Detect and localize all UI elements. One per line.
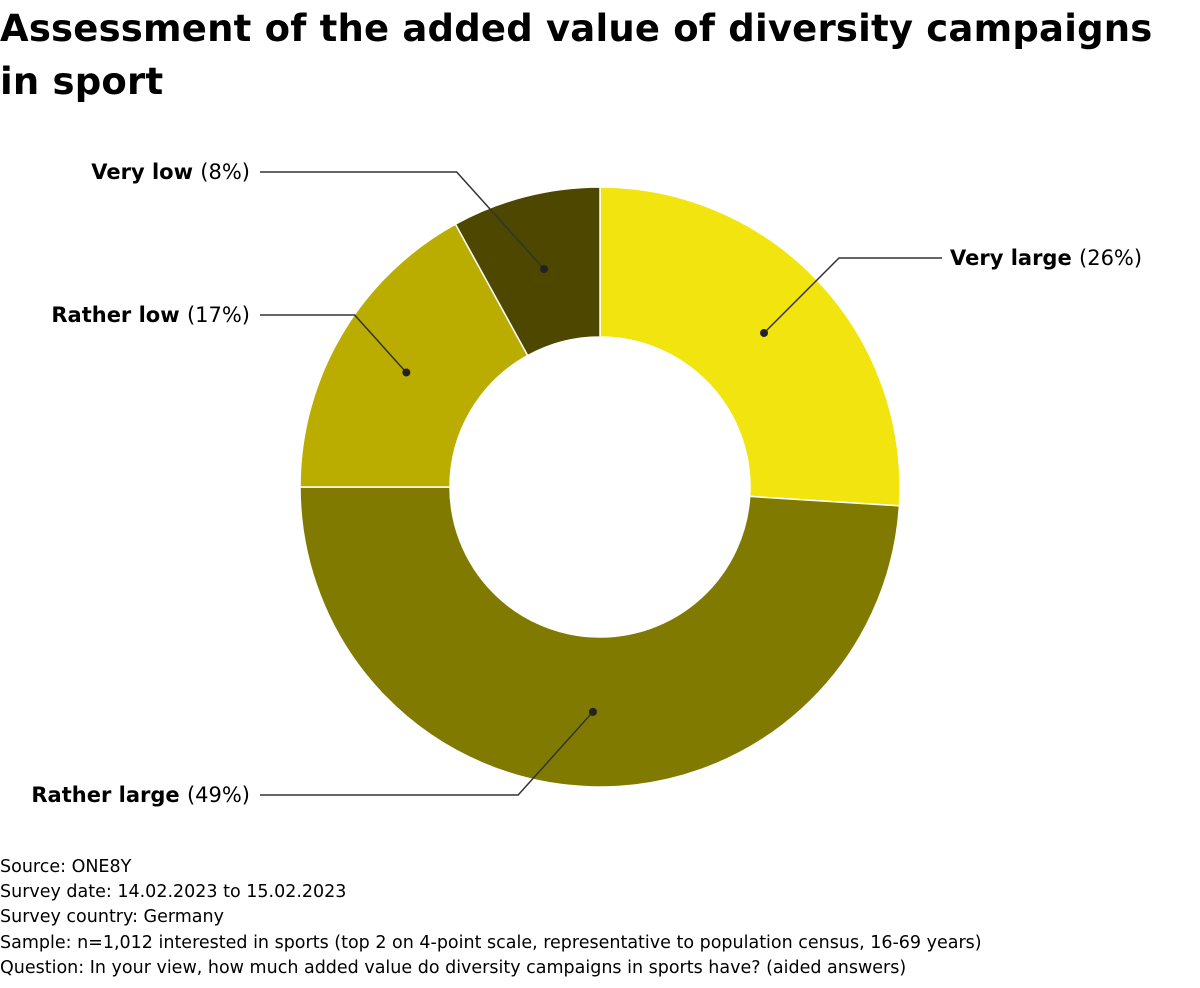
slice-very-large	[599, 186, 901, 507]
slice-rather-low	[299, 223, 529, 488]
slice-label-value: (8%)	[200, 160, 250, 184]
leader-dot-rather-large	[588, 707, 597, 716]
leader-line-very-low	[260, 171, 545, 270]
slices-group	[299, 186, 901, 788]
survey-date-note: Survey date: 14.02.2023 to 15.02.2023	[0, 882, 347, 903]
slice-very-low	[454, 186, 601, 357]
slice-label-name: Rather low	[51, 303, 187, 327]
donut-chart: Very large (26%)Rather large (49%)Rather…	[31, 160, 1142, 807]
slice-label-very-large: Very large (26%)	[950, 246, 1142, 270]
slice-rather-large	[299, 486, 901, 788]
slice-label-rather-low: Rather low (17%)	[51, 303, 250, 327]
slice-label-value: (49%)	[187, 783, 250, 807]
chart-title: Assessment of the added value of diversi…	[0, 7, 1153, 103]
leader-line-rather-large	[260, 711, 594, 796]
survey-country-note: Survey country: Germany	[0, 907, 224, 928]
leader-dot-very-large	[760, 328, 769, 337]
callouts-group: Very large (26%)Rather large (49%)Rather…	[31, 160, 1142, 807]
slice-label-name: Very large	[950, 246, 1079, 270]
chart-footer: Source: ONE8Y Survey date: 14.02.2023 to…	[0, 855, 1200, 981]
slice-label-value: (17%)	[187, 303, 250, 327]
leader-dot-very-low	[540, 265, 549, 274]
leader-line-very-large	[763, 257, 942, 334]
slice-label-value: (26%)	[1079, 246, 1142, 270]
slice-label-very-low: Very low (8%)	[91, 160, 250, 184]
leader-dot-rather-low	[402, 368, 411, 377]
slice-label-name: Very low	[91, 160, 200, 184]
slice-label-name: Rather large	[31, 783, 187, 807]
source-note: Source: ONE8Y	[0, 857, 132, 877]
leader-line-rather-low	[260, 314, 407, 373]
question-note: Question: In your view, how much added v…	[0, 957, 907, 978]
sample-note: Sample: n=1,012 interested in sports (to…	[0, 932, 982, 953]
slice-label-rather-large: Rather large (49%)	[31, 783, 250, 807]
